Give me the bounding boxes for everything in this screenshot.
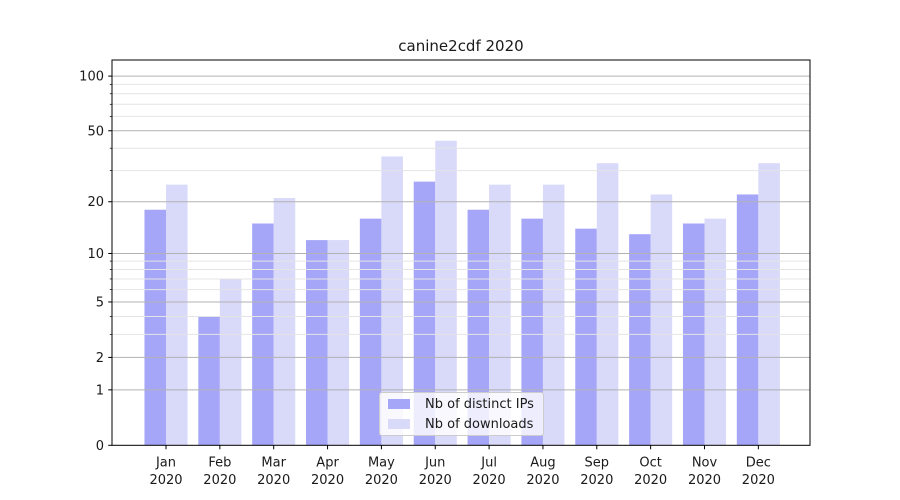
y-tick-label: 50 <box>87 124 104 139</box>
bar-distinct-ips-apr <box>306 240 328 446</box>
bar-downloads-nov <box>704 218 727 446</box>
x-tick-label-oct: Oct 2020 <box>634 456 667 489</box>
legend: Nb of distinct IPs Nb of downloads <box>379 392 544 436</box>
x-tick-label-dec: Dec 2020 <box>742 456 775 489</box>
bar-downloads-feb <box>219 278 242 446</box>
bar-downloads-oct <box>650 194 673 446</box>
bar-distinct-ips-jul <box>467 209 490 446</box>
bar-distinct-ips-may <box>359 218 382 446</box>
bar-distinct-ips-aug <box>521 218 543 446</box>
bar-distinct-ips-dec <box>736 194 759 446</box>
x-tick-label-feb: Feb 2020 <box>203 456 236 489</box>
y-tick-label: 10 <box>87 247 104 262</box>
legend-item-distinct-ips: Nb of distinct IPs <box>388 396 535 413</box>
y-tick-label: 5 <box>96 295 104 310</box>
y-tick-label: 0 <box>96 439 104 454</box>
bar-distinct-ips-jan <box>144 209 166 446</box>
x-tick-label-nov: Nov 2020 <box>688 456 721 489</box>
bar-distinct-ips-feb <box>198 316 220 446</box>
bar-downloads-aug <box>542 184 565 446</box>
x-tick-label-may: May 2020 <box>365 456 398 489</box>
x-tick-label-jul: Jul 2020 <box>473 456 506 489</box>
legend-swatch-distinct-ips <box>388 399 410 409</box>
y-tick-label: 1 <box>96 383 104 398</box>
x-tick-label-apr: Apr 2020 <box>311 456 344 489</box>
x-tick-label-aug: Aug 2020 <box>526 456 559 489</box>
bar-distinct-ips-oct <box>629 234 651 446</box>
x-tick-label-mar: Mar 2020 <box>257 456 290 489</box>
legend-item-downloads: Nb of downloads <box>388 416 535 433</box>
bar-downloads-may <box>381 156 403 446</box>
bar-downloads-jul <box>489 184 511 446</box>
y-tick-label: 100 <box>79 70 104 85</box>
plot-border <box>111 59 811 446</box>
y-tick-label: 2 <box>96 351 104 366</box>
legend-label-downloads: Nb of downloads <box>425 416 534 432</box>
x-tick-label-jan: Jan 2020 <box>149 456 182 489</box>
chart-title: canine2cdf 2020 <box>398 37 524 55</box>
bar-downloads-sep <box>596 163 619 446</box>
legend-label-distinct-ips: Nb of distinct IPs <box>425 396 534 412</box>
bar-distinct-ips-sep <box>575 228 597 446</box>
bar-downloads-jun <box>435 140 457 446</box>
y-tick-label: 20 <box>87 195 104 210</box>
legend-swatch-downloads <box>388 419 410 429</box>
x-tick-label-jun: Jun 2020 <box>419 456 452 489</box>
bar-downloads-apr <box>327 240 350 446</box>
bar-downloads-dec <box>758 163 780 446</box>
bar-downloads-mar <box>273 198 296 446</box>
x-tick-label-sep: Sep 2020 <box>580 456 613 489</box>
bar-distinct-ips-jun <box>413 181 436 446</box>
bar-downloads-jan <box>166 184 188 446</box>
